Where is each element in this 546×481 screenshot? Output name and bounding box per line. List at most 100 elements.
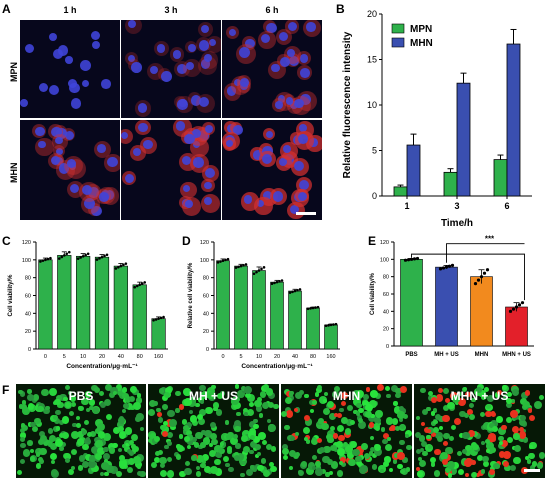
live-cell (385, 417, 394, 425)
live-cell (397, 463, 403, 470)
live-cell (115, 384, 123, 391)
live-cell (189, 415, 198, 424)
live-cell (257, 452, 262, 457)
cell-nucleus (176, 121, 186, 131)
replicate-dot (157, 317, 160, 320)
live-cell (139, 470, 146, 478)
dead-cell (511, 425, 519, 433)
live-cell (176, 444, 184, 452)
live-cell (382, 461, 389, 467)
live-cell (502, 385, 507, 390)
cell-nucleus (229, 29, 237, 37)
live-cell (22, 407, 30, 415)
live-cell (94, 437, 101, 444)
live-cell (317, 384, 322, 390)
live-cell (458, 432, 464, 438)
dead-cell (498, 451, 506, 458)
live-cell (169, 419, 178, 428)
dead-cell (156, 411, 162, 417)
live-cell (62, 396, 68, 402)
significance-bracket (411, 253, 525, 301)
replicate-dot (438, 267, 443, 271)
live-cell (405, 433, 410, 439)
live-cell (209, 432, 217, 440)
live-cell (35, 420, 42, 428)
live-cell (181, 419, 188, 425)
live-cell (70, 465, 75, 470)
panel-label-a: A (2, 2, 11, 16)
replicate-dot (275, 280, 279, 284)
dead-cell (453, 417, 461, 425)
live-cell (191, 455, 197, 461)
bar (57, 255, 72, 350)
live-cell (481, 395, 487, 401)
live-cell (197, 418, 205, 426)
scale-bar-a (296, 212, 316, 215)
live-cell (346, 419, 353, 427)
live-cell (415, 415, 421, 420)
cell-nucleus (204, 181, 212, 190)
live-cell (262, 470, 270, 478)
cell-nucleus (82, 80, 90, 88)
live-cell (346, 451, 354, 459)
replicate-dot (242, 263, 245, 267)
live-cell (225, 462, 230, 467)
bar-mpn (393, 186, 408, 197)
cell-nucleus (261, 34, 271, 44)
y-axis-title: Relative cell viability/% (188, 262, 194, 328)
live-cell (84, 419, 90, 426)
live-cell (216, 393, 223, 400)
live-cell (440, 452, 449, 461)
live-cell (384, 385, 391, 392)
micrograph-mpn-6h (222, 20, 322, 118)
live-cell (159, 469, 168, 478)
live-cell (166, 470, 175, 478)
replicate-dot (332, 323, 335, 326)
dead-cell (334, 412, 339, 417)
cell-nucleus (138, 122, 148, 132)
live-cell (186, 445, 191, 450)
live-cell (519, 415, 526, 421)
live-cell (39, 447, 47, 456)
live-cell (216, 409, 223, 416)
dead-cell (444, 397, 451, 404)
live-cell (135, 461, 143, 469)
live-cell (526, 459, 532, 465)
live-cell (97, 447, 106, 456)
cell-nucleus (64, 130, 75, 141)
dead-cell (340, 392, 348, 400)
live-cell (124, 442, 129, 447)
live-cell (430, 411, 436, 416)
live-cell (87, 431, 93, 437)
replicate-dot (234, 266, 238, 269)
live-cell (367, 414, 376, 423)
dead-cell (436, 394, 444, 402)
live-cell (399, 417, 404, 422)
live-cell (112, 426, 120, 434)
replicate-dot (291, 290, 294, 294)
live-cell (373, 448, 382, 457)
f-title-mhn: MHN (332, 389, 361, 403)
dead-cell (430, 397, 437, 404)
live-cell (100, 461, 109, 470)
live-cell (339, 461, 344, 466)
live-cell (344, 445, 353, 453)
y-tick-label: 0 (206, 347, 209, 353)
live-cell (19, 436, 26, 443)
dead-cell (464, 459, 472, 468)
live-cell (369, 400, 377, 408)
live-cell (323, 391, 328, 396)
cell-nucleus (289, 56, 300, 66)
dead-cell (416, 466, 421, 472)
live-cell (261, 439, 268, 446)
dead-cell (382, 432, 389, 439)
live-cell (433, 420, 438, 425)
cell-nucleus (49, 33, 58, 42)
dead-cell (510, 410, 518, 419)
dead-cell (485, 410, 492, 418)
live-cell (235, 443, 241, 449)
live-cell (104, 471, 109, 477)
live-cell (159, 456, 167, 464)
replicate-dot (511, 307, 516, 311)
live-cell (498, 435, 504, 441)
